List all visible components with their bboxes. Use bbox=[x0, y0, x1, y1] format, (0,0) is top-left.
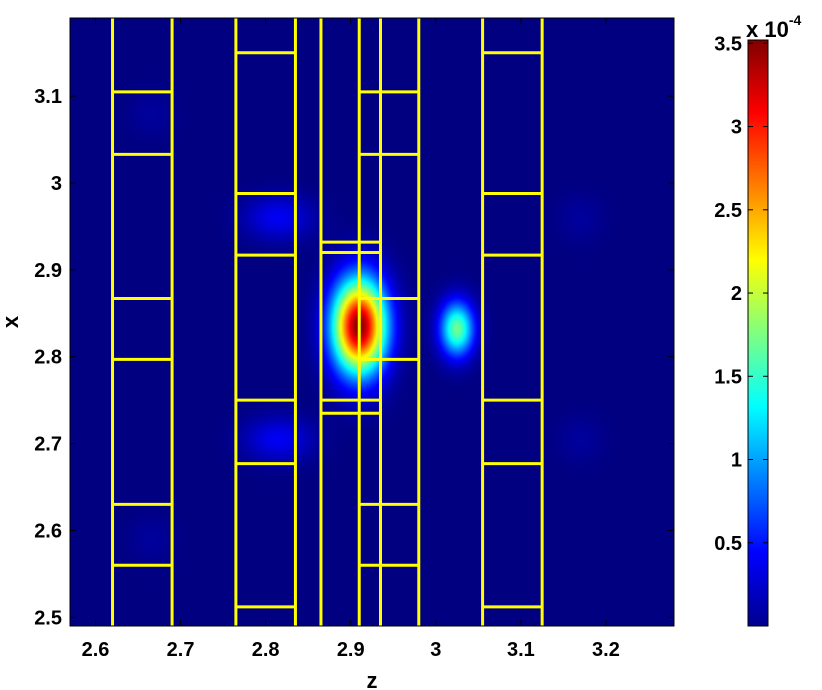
x-axis-ticks: 2.6 2.7 2.8 2.9 3 3.1 3.2 bbox=[82, 18, 620, 661]
heatmap-image bbox=[70, 18, 674, 626]
colorbar-tick-label: 1.5 bbox=[714, 366, 742, 388]
y-tick-label: 3 bbox=[51, 173, 62, 195]
y-axis-label: x bbox=[0, 315, 23, 328]
colorbar-tick-label: 1 bbox=[731, 450, 742, 472]
y-axis-ticks: 2.5 2.6 2.7 2.8 2.9 3 3.1 bbox=[34, 86, 674, 629]
y-tick-label: 2.8 bbox=[34, 347, 62, 369]
colorbar-multiplier-exponent: -4 bbox=[789, 12, 802, 28]
colorbar-multiplier: x 10-4 bbox=[746, 12, 801, 42]
colorbar-tick-label: 3.5 bbox=[714, 33, 742, 55]
plot-frame bbox=[69, 17, 675, 627]
colorbar-tick-label: 2.5 bbox=[714, 200, 742, 222]
y-tick-label: 2.5 bbox=[34, 607, 62, 629]
colorbar-gradient bbox=[748, 40, 768, 626]
colorbar-tick-label: 3 bbox=[731, 117, 742, 139]
y-tick-label: 2.9 bbox=[34, 260, 62, 282]
x-tick-label: 3.1 bbox=[507, 639, 535, 661]
x-tick-label: 2.9 bbox=[337, 639, 365, 661]
plot-area bbox=[69, 17, 675, 627]
x-tick-label: 3.2 bbox=[592, 639, 620, 661]
structure-overlay bbox=[111, 18, 544, 626]
colorbar-tick-label: 0.5 bbox=[714, 533, 742, 555]
y-tick-label: 2.7 bbox=[34, 434, 62, 456]
colorbar-ticks: 0.5 1 1.5 2 2.5 3 3.5 bbox=[714, 33, 768, 555]
y-tick-label: 2.6 bbox=[34, 520, 62, 542]
x-tick-label: 3 bbox=[430, 639, 441, 661]
x-tick-label: 2.6 bbox=[82, 639, 110, 661]
colorbar-tick-label: 2 bbox=[731, 283, 742, 305]
colorbar-multiplier-base: x 10 bbox=[746, 17, 789, 42]
x-tick-label: 2.7 bbox=[167, 639, 195, 661]
colorbar-frame bbox=[747, 39, 769, 627]
x-axis-label: z bbox=[367, 668, 378, 690]
colorbar: 0.5 1 1.5 2 2.5 3 3.5 x 10-4 bbox=[714, 12, 801, 627]
x-tick-label: 2.8 bbox=[252, 639, 280, 661]
y-tick-label: 3.1 bbox=[34, 86, 62, 108]
